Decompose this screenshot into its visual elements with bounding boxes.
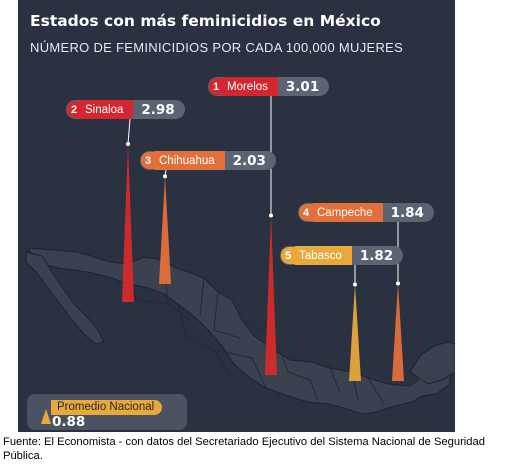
mexico-map: [25, 96, 455, 415]
rank-badge-sinaloa: 2: [67, 101, 81, 118]
chart-subtitle: NÚMERO DE FEMINICIDIOS POR CADA 100,000 …: [30, 40, 404, 55]
state-name-morelos: Morelos: [223, 77, 278, 96]
spike-average: [41, 409, 51, 424]
leader-lines: [126, 96, 400, 287]
average-label: Promedio Nacional: [51, 400, 163, 415]
rank-badge-campeche: 4: [299, 204, 313, 221]
state-name-chihuahua: Chihuahua: [155, 151, 225, 170]
baja-california: [25, 251, 105, 345]
source-footnote: Fuente: El Economista - con datos del Se…: [3, 436, 485, 462]
label-chihuahua: 3 Chihuahua 2.03: [140, 151, 276, 170]
spike-tip-campeche: [396, 281, 400, 286]
spike-sinaloa: [122, 144, 134, 302]
label-sinaloa: 2 Sinaloa 2.98: [66, 100, 185, 119]
spike-tip-chihuahua: [163, 174, 167, 179]
yucatan-peninsula: [409, 341, 455, 385]
average-value: 0.88: [52, 414, 86, 430]
rank-badge-chihuahua: 3: [141, 152, 155, 169]
spike-tabasco: [349, 284, 361, 381]
state-name-tabasco: Tabasco: [295, 246, 352, 265]
rank-badge-tabasco: 5: [281, 247, 295, 264]
state-name-campeche: Campeche: [313, 203, 383, 222]
state-value-chihuahua: 2.03: [232, 152, 266, 169]
spike-morelos: [265, 215, 277, 375]
state-borders: [125, 259, 385, 405]
label-morelos: 1 Morelos 3.01: [208, 77, 330, 96]
spike-tip-morelos: [269, 213, 273, 218]
state-value-campeche: 1.84: [390, 204, 424, 221]
infographic-panel: Estados con más feminicidios en México N…: [18, 0, 455, 432]
state-value-morelos: 3.01: [285, 78, 320, 95]
label-tabasco: 5 Tabasco 1.82: [280, 246, 404, 265]
state-name-sinaloa: Sinaloa: [81, 100, 134, 119]
state-value-sinaloa: 2.98: [141, 101, 175, 118]
spike-tip-tabasco: [353, 282, 357, 287]
spike-chihuahua: [159, 176, 171, 284]
state-value-tabasco: 1.82: [359, 247, 394, 264]
spike-campeche: [392, 283, 404, 381]
label-campeche: 4 Campeche 1.84: [298, 203, 434, 222]
spike-tip-sinaloa: [126, 142, 130, 147]
average-spike-layer: [41, 409, 51, 424]
chart-title: Estados con más feminicidios en México: [30, 12, 381, 30]
leader-line-sinaloa: [127, 118, 131, 145]
map-states: [25, 247, 455, 415]
rank-badge-morelos: 1: [209, 78, 223, 95]
chart-spikes: [122, 144, 404, 381]
